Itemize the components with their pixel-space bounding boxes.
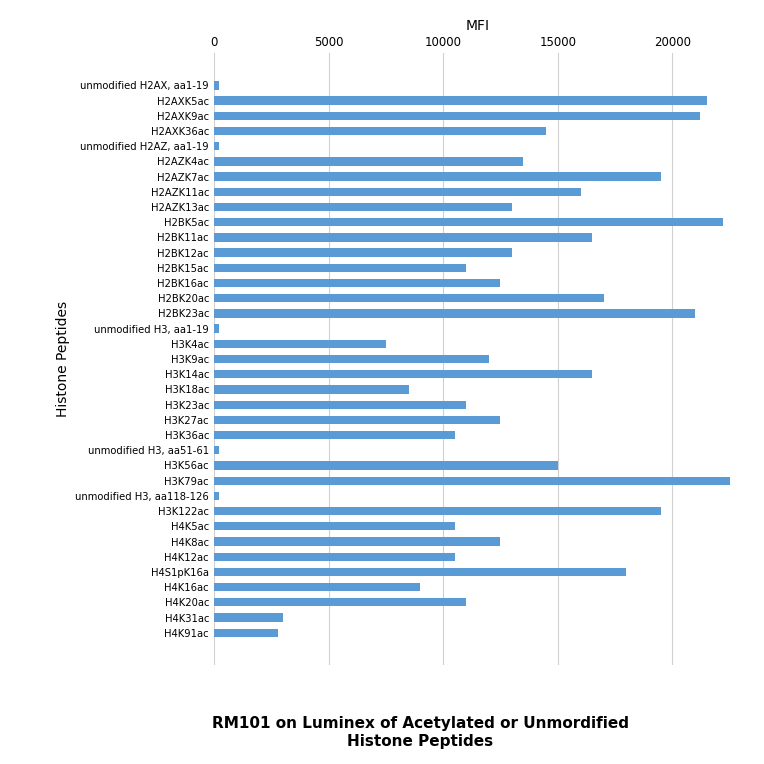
Bar (214, 370, 592, 378)
Bar (214, 583, 420, 591)
Bar (214, 431, 455, 439)
Bar (214, 537, 500, 545)
Bar (214, 112, 700, 120)
Bar (214, 416, 500, 424)
Bar (214, 355, 489, 363)
Bar (214, 127, 546, 135)
Bar (214, 233, 592, 241)
Bar (214, 157, 523, 166)
Bar (214, 173, 661, 181)
Bar (214, 203, 512, 211)
Bar (214, 446, 219, 455)
Bar (214, 248, 512, 257)
Text: RM101 on Luminex of Acetylated or Unmordified
Histone Peptides: RM101 on Luminex of Acetylated or Unmord… (212, 717, 629, 749)
Bar (214, 492, 219, 500)
Bar (214, 385, 409, 393)
Bar (214, 142, 219, 151)
Bar (214, 507, 661, 515)
Bar (214, 400, 466, 409)
Bar (214, 309, 695, 318)
Bar (214, 568, 626, 576)
Bar (214, 81, 219, 89)
Bar (214, 461, 558, 470)
Bar (214, 522, 455, 530)
Bar (214, 218, 723, 226)
Bar (214, 552, 455, 561)
Bar (214, 629, 278, 637)
Bar (214, 294, 604, 303)
Bar (214, 279, 500, 287)
Bar (214, 325, 219, 333)
Bar (214, 598, 466, 607)
Bar (214, 264, 466, 272)
Bar (214, 340, 386, 348)
Bar (214, 96, 707, 105)
Bar (214, 477, 730, 485)
Bar (214, 613, 283, 622)
X-axis label: MFI: MFI (465, 19, 490, 33)
Bar (214, 188, 581, 196)
Y-axis label: Histone Peptides: Histone Peptides (56, 301, 70, 417)
